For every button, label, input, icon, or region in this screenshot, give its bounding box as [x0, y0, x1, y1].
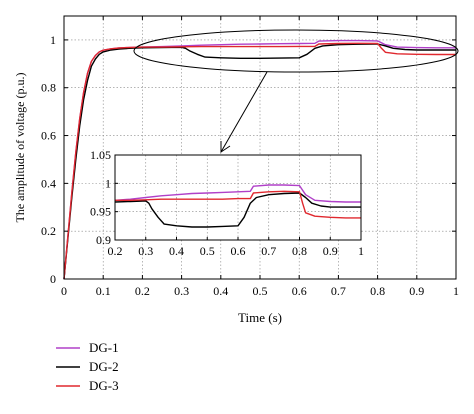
main-x-tick-label: 0.8	[370, 284, 385, 298]
inset-series-line-2	[114, 192, 361, 228]
inset-x-tick-label: 1	[358, 244, 364, 258]
inset-y-tick-label: 0.95	[90, 205, 111, 219]
inset-y-ticks: 0.9 0.95 1 1.05	[90, 148, 118, 247]
inset-y-tick-label: 0.9	[96, 233, 111, 247]
main-y-tick-label: 0.8	[41, 81, 56, 95]
inset-series	[114, 184, 361, 228]
inset-x-tick-label: 0.5	[200, 244, 215, 258]
inset-series-line-3	[115, 190, 361, 219]
main-y-tick-label: 0.6	[41, 129, 56, 143]
main-y-tick-label: 0.4	[41, 176, 56, 190]
inset-x-tick-label: 0.4	[169, 244, 184, 258]
main-y-tick-label: 0	[50, 272, 56, 286]
main-x-tick-label: 0.2	[135, 284, 150, 298]
legend: DG-1 DG-2 DG-3	[56, 340, 119, 393]
main-series	[63, 39, 456, 280]
main-x-tick-label: 0.6	[292, 284, 307, 298]
main-y-tick-label: 0.2	[41, 224, 56, 238]
zoom-arrowhead	[220, 141, 231, 153]
main-y-tick-label: 1	[50, 33, 56, 47]
main-x-tick-label: 0.3	[174, 284, 189, 298]
inset-x-tick-label: 0.2	[108, 244, 123, 258]
inset-x-tick-label: 0.9	[323, 244, 338, 258]
y-axis-label: The amplitude of voltage (p.u.)	[13, 73, 27, 223]
zoom-arrow	[220, 71, 268, 153]
main-x-tick-label: 0.7	[331, 284, 346, 298]
main-x-tick-label: 0	[61, 284, 67, 298]
inset-x-tick-label: 0.7	[261, 244, 276, 258]
main-y-ticks: 0 0.2 0.4 0.6 0.8 1	[41, 33, 456, 286]
main-x-tick-label: 0.4	[213, 284, 228, 298]
x-axis-label: Time (s)	[238, 310, 282, 325]
main-x-ticks: 0 0.1 0.2 0.3 0.4 0.5 0.6 0.7 0.8 0.9 1	[61, 16, 459, 298]
main-x-tick-label: 1	[453, 284, 459, 298]
inset-series-line-1	[114, 184, 361, 203]
main-x-tick-label: 0.1	[96, 284, 111, 298]
main-x-tick-label: 0.5	[253, 284, 268, 298]
legend-label-1: DG-1	[89, 340, 119, 355]
main-series-line-3	[63, 42, 456, 280]
main-x-tick-label: 0.9	[409, 284, 424, 298]
inset-x-tick-label: 0.6	[231, 244, 246, 258]
inset-y-tick-label: 1.05	[90, 148, 111, 162]
legend-label-3: DG-3	[89, 378, 119, 393]
legend-label-2: DG-2	[89, 359, 119, 374]
inset-x-tick-label: 0.3	[138, 244, 153, 258]
inset-y-tick-label: 1	[105, 176, 111, 190]
inset-x-ticks: 0.2 0.3 0.4 0.5 0.6 0.7 0.8 0.9 1	[108, 237, 364, 258]
inset-x-tick-label: 0.8	[292, 244, 307, 258]
zoom-ellipse	[133, 29, 459, 73]
